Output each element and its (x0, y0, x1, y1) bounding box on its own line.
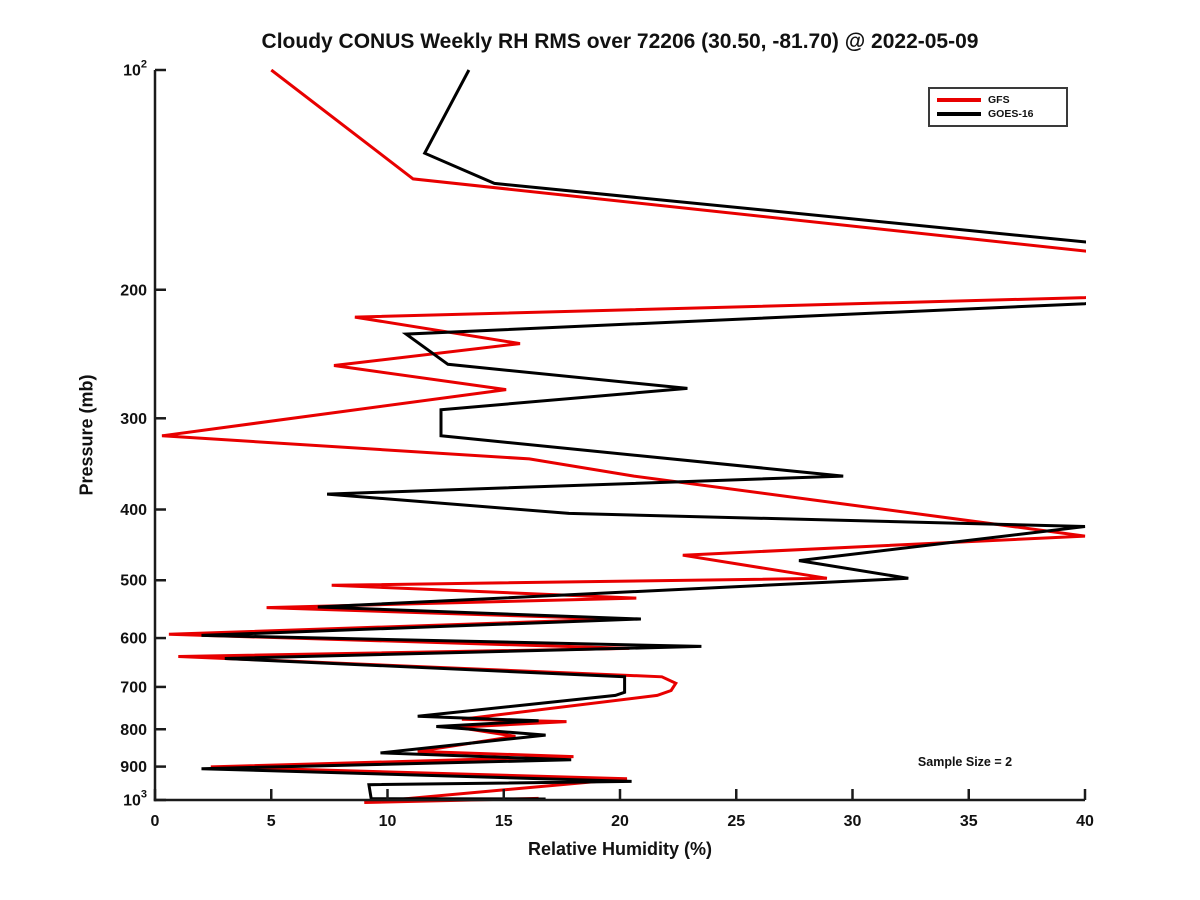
x-axis-label: Relative Humidity (%) (527, 839, 713, 859)
legend-label-gfs: GFS (988, 94, 1010, 106)
y-axis-label: Pressure (mb) (76, 374, 97, 496)
legend: GFS GOES-16 (928, 87, 1068, 127)
y-tick-label: 200 (120, 282, 147, 299)
curves-group (161, 69, 1086, 804)
y-tick-label: 400 (120, 502, 147, 519)
legend-entry-gfs: GFS (937, 93, 1059, 107)
x-tick-label: 5 (267, 813, 276, 830)
y-tick-label: 800 (120, 722, 147, 739)
legend-swatch-gfs (937, 98, 981, 102)
x-tick-label: 40 (1076, 813, 1094, 830)
y-tick-label: 900 (120, 759, 147, 776)
legend-label-goes16: GOES-16 (988, 108, 1034, 120)
x-tick-label: 10 (379, 813, 397, 830)
legend-swatch-goes16 (937, 112, 981, 116)
y-tick-label: 102 (123, 59, 147, 80)
x-tick-label: 30 (844, 813, 862, 830)
legend-entry-goes16: GOES-16 (937, 107, 1059, 121)
x-tick-label: 15 (495, 813, 513, 830)
x-tick-label: 25 (727, 813, 745, 830)
y-tick-label: 700 (120, 679, 147, 696)
x-tick-label: 35 (960, 813, 978, 830)
gfs-curve (161, 69, 1086, 804)
y-tick-label: 103 (123, 789, 147, 810)
goes16-curve (201, 69, 1086, 801)
x-tick-label: 0 (151, 813, 160, 830)
y-tick-label: 300 (120, 411, 147, 428)
x-tick-label: 20 (611, 813, 629, 830)
chart-title: Cloudy CONUS Weekly RH RMS over 72206 (3… (261, 30, 979, 53)
y-tick-label: 600 (120, 631, 147, 648)
y-tick-label: 500 (120, 573, 147, 590)
sample-size-annotation: Sample Size = 2 (917, 755, 1013, 769)
